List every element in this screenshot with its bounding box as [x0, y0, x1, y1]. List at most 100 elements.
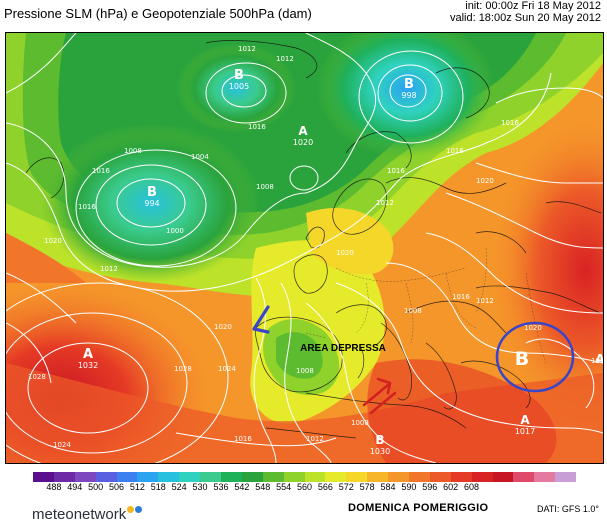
valid-time: valid: 18:00z Sun 20 May 2012: [449, 12, 601, 24]
data-source: DATI: GFS 1.0°: [537, 504, 599, 514]
scale-swatch: [367, 472, 389, 482]
isobar-label: 1012: [376, 199, 394, 207]
isobar-label: 1016: [234, 435, 252, 443]
low-pressure-label: B: [404, 77, 414, 92]
isobar-label: 1008: [296, 367, 314, 375]
isobar-label: 1012: [276, 55, 294, 63]
scale-swatch: [179, 472, 201, 482]
isobar-label: 1016: [446, 147, 464, 155]
scale-swatch: [158, 472, 180, 482]
scale-swatch: [471, 472, 493, 482]
pressure-value-label: 994: [144, 199, 159, 208]
blue-arrow: [252, 305, 270, 334]
isobar-label: 1008: [256, 183, 274, 191]
scale-tick-label: 536: [213, 482, 229, 492]
scale-swatch: [95, 472, 117, 482]
scale-swatch: [33, 472, 54, 482]
high-pressure-label: A: [595, 352, 603, 366]
scale-tick-label: 584: [380, 482, 396, 492]
scale-tick-label: 524: [171, 482, 187, 492]
scale-swatch: [346, 472, 368, 482]
isobar-label: 1016: [92, 167, 110, 175]
scale-swatch: [534, 472, 556, 482]
scale-swatch: [555, 472, 577, 482]
scale-tick-label: 542: [234, 482, 250, 492]
low-pressure-label: B: [234, 68, 244, 83]
init-time: init: 00:00z Fri 18 May 2012: [465, 0, 601, 12]
high-pressure-label: A: [298, 124, 308, 138]
scale-tick-label: 530: [192, 482, 208, 492]
scale-tick-label: 590: [401, 482, 417, 492]
high-pressure-label: A: [520, 413, 530, 427]
scale-swatch: [200, 472, 222, 482]
isobar-label: 1008: [124, 147, 142, 155]
scale-swatch: [283, 472, 305, 482]
isobar-label: 1000: [166, 227, 184, 235]
isobar-label: 1020: [336, 249, 354, 257]
scale-tick-label: 488: [46, 482, 62, 492]
isobar-label: 1016: [501, 119, 519, 127]
scale-tick-label: 566: [317, 482, 333, 492]
brand-dot-blue: [135, 506, 143, 513]
scale-swatch: [409, 472, 430, 482]
isobar-label: 1008: [404, 307, 422, 315]
low-pressure-label: B: [515, 348, 529, 370]
isobar-label: 1016: [452, 293, 470, 301]
pressure-value-label: 1030: [370, 447, 390, 456]
scale-swatch: [388, 472, 410, 482]
map-title: Pressione SLM (hPa) e Geopotenziale 500h…: [4, 6, 312, 21]
isobar-label: 1024: [53, 441, 71, 449]
run-info: init: 00:00z Fri 18 May 2012 valid: 18:0…: [450, 0, 601, 24]
scale-tick-label: 596: [422, 482, 438, 492]
isobar-label: 1016: [387, 167, 405, 175]
isobar-label: 1020: [524, 324, 542, 332]
scale-tick-label: 602: [443, 482, 459, 492]
pressure-value-label: 1032: [78, 361, 98, 370]
scale-swatch: [53, 472, 75, 482]
isobar-label: 1012: [476, 297, 494, 305]
scale-swatch: [450, 472, 472, 482]
isobar-label: 1016: [78, 203, 96, 211]
scale-swatch: [325, 472, 347, 482]
scale-tick-label: 512: [129, 482, 145, 492]
day-caption: DOMENICA POMERIGGIO: [348, 502, 489, 514]
brand-logo: meteonetwork: [32, 506, 143, 523]
isobar-label: 1012: [100, 265, 118, 273]
scale-swatch: [513, 472, 535, 482]
pressure-value-label: 1017: [515, 427, 535, 436]
scale-swatch: [116, 472, 138, 482]
red-arrow: [362, 377, 397, 415]
high-pressure-label: A: [83, 347, 93, 362]
low-pressure-label: B: [375, 433, 384, 447]
scale-tick-label: 518: [150, 482, 166, 492]
scale-swatch: [74, 472, 96, 482]
isobar-label: 1028: [28, 373, 46, 381]
isobar-label: 1020: [44, 237, 62, 245]
scale-swatch: [492, 472, 514, 482]
scale-tick-label: 554: [276, 482, 292, 492]
scale-tick-label: 560: [296, 482, 313, 492]
isobar-label: 1020: [476, 177, 494, 185]
scale-tick-label: 608: [464, 482, 480, 492]
brand-name: meteonetwork: [32, 506, 127, 523]
scale-tick-label: 506: [109, 482, 125, 492]
annotated-low-circle: [495, 321, 575, 393]
isobar-label: 1012: [238, 45, 256, 53]
isobar-label: 1008: [351, 419, 369, 427]
isobar-label: 1004: [191, 153, 209, 161]
color-scale: [33, 472, 577, 482]
isobar-label: 1028: [174, 365, 192, 373]
isobar-label: 1012: [306, 435, 324, 443]
scale-tick-label: 500: [88, 482, 104, 492]
isobar-label: 1020: [214, 323, 232, 331]
scale-swatch: [304, 472, 326, 482]
pressure-value-label: 1005: [229, 82, 249, 91]
scale-tick-label: 494: [67, 482, 83, 492]
scale-tick-label: 572: [338, 482, 354, 492]
scale-swatch: [262, 472, 284, 482]
scale-tick-label: 548: [255, 482, 271, 492]
scale-swatch: [429, 472, 451, 482]
low-pressure-label: B: [147, 185, 157, 200]
scale-swatch: [221, 472, 242, 482]
scale-swatch: [241, 472, 263, 482]
